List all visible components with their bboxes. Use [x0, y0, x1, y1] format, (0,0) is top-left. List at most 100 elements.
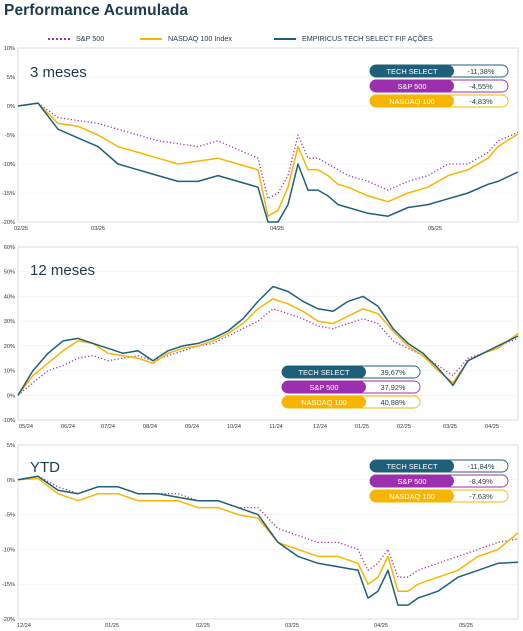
chart-panel-1: 10% 5% 0% -5% -10% -15% -20%02/25 03/25 04/25 05/…	[2, 46, 519, 232]
summary-box-badge	[370, 65, 454, 77]
y-tick-label: -20%	[2, 220, 15, 226]
y-tick-label: 10%	[4, 369, 15, 375]
series-line-nasdaq-100	[17, 102, 519, 217]
summary-label: S&P 500	[397, 82, 426, 91]
summary-value: -7,63%	[469, 492, 493, 501]
summary-value: 40,88%	[380, 398, 405, 407]
summary-box-badge	[370, 80, 454, 92]
x-tick-label: 05/25	[459, 623, 473, 629]
legend-item-tech-select: EMPIRICUS TECH SELECT FIF AÇÕES	[274, 34, 433, 43]
x-tick-label: 11/24	[269, 424, 283, 430]
x-tick-label: 04/25	[485, 424, 499, 430]
panel-label: 12 meses	[30, 262, 95, 279]
x-tick-label: 02/25	[196, 623, 210, 629]
x-tick-label: 05/25	[428, 226, 442, 232]
y-tick-label: 5%	[7, 443, 15, 449]
chart-legend: S&P 500 NASDAQ 100 Index EMPIRICUS TECH …	[48, 34, 518, 46]
summary-label: NASDAQ 100	[301, 398, 347, 407]
y-tick-label: 40%	[4, 294, 15, 300]
series-line-tech-select	[17, 285, 519, 396]
summary-box-badge	[282, 366, 366, 378]
plot-frame	[17, 444, 519, 620]
series-line-tech-select	[17, 475, 519, 606]
series-line-s-p-500	[17, 308, 519, 396]
summary-row: NASDAQ 100 -7,63%	[369, 489, 509, 503]
panel-label: YTD	[30, 459, 60, 476]
panel-label: 3 meses	[30, 64, 87, 81]
series-line-tech-select	[17, 102, 519, 223]
chart-panel-3: 5% 0% -5% -10% -15% -20%12/24 01/25 02/25 03/25 0…	[2, 443, 519, 629]
legend-label-nasdaq: NASDAQ 100 Index	[168, 34, 232, 43]
summary-label: TECH SELECT	[387, 462, 438, 471]
series-line-s-p-500	[17, 102, 519, 200]
summary-row: NASDAQ 100 40,88%	[281, 395, 421, 409]
summary-label: TECH SELECT	[299, 368, 350, 377]
summary-box-badge	[370, 95, 454, 107]
summary-row: NASDAQ 100 -4,83%	[369, 94, 509, 108]
summary-value: 39,67%	[380, 368, 405, 377]
x-tick-label: 03/25	[91, 226, 105, 232]
legend-item-nasdaq: NASDAQ 100 Index	[140, 34, 232, 43]
summary-value: -4,55%	[469, 82, 493, 91]
summary-row: TECH SELECT -11,38%	[369, 64, 509, 78]
page-title: Performance Acumulada	[4, 2, 189, 19]
x-tick-label: 12/24	[17, 623, 31, 629]
y-tick-label: 5%	[7, 75, 15, 81]
summary-label: S&P 500	[397, 477, 426, 486]
y-tick-label: 30%	[4, 319, 15, 325]
y-tick-label: 50%	[4, 270, 15, 276]
legend-swatch-nasdaq	[140, 37, 162, 40]
y-tick-label: 60%	[4, 245, 15, 251]
summary-box-badge	[282, 396, 366, 408]
x-tick-label: 04/25	[374, 623, 388, 629]
summary-row: TECH SELECT 39,67%	[281, 365, 421, 379]
legend-item-sp500: S&P 500	[48, 34, 104, 43]
y-tick-label: -15%	[2, 582, 15, 588]
x-tick-label: 12/24	[313, 424, 327, 430]
y-tick-label: -10%	[2, 418, 15, 424]
y-tick-label: 20%	[4, 344, 15, 350]
summary-value: -8,49%	[469, 477, 493, 486]
summary-row: S&P 500 -4,55%	[369, 79, 509, 93]
y-tick-label: 0%	[7, 393, 15, 399]
y-tick-label: 0%	[7, 104, 15, 110]
legend-swatch-tech-select	[274, 37, 296, 40]
summary-box-badge	[370, 475, 454, 487]
legend-swatch-sp500	[48, 37, 70, 40]
summary-label: S&P 500	[309, 383, 338, 392]
summary-row: S&P 500 -8,49%	[369, 474, 509, 488]
summary-box-badge	[370, 490, 454, 502]
series-line-nasdaq-100	[17, 298, 519, 396]
summary-label: TECH SELECT	[387, 67, 438, 76]
y-tick-label: -20%	[2, 617, 15, 623]
x-tick-label: 01/25	[105, 623, 119, 629]
x-tick-label: 02/25	[14, 226, 28, 232]
summary-row: TECH SELECT -11,84%	[369, 459, 509, 473]
summary-value: 37,92%	[380, 383, 405, 392]
x-tick-label: 04/25	[270, 226, 284, 232]
summary-value: -11,38%	[468, 67, 495, 76]
x-tick-label: 03/25	[285, 623, 299, 629]
x-tick-label: 05/24	[19, 424, 33, 430]
summary-value: -11,84%	[468, 462, 495, 471]
summary-label: NASDAQ 100	[389, 492, 435, 501]
y-tick-label: -5%	[5, 513, 15, 519]
summary-value: -4,83%	[469, 97, 493, 106]
x-tick-label: 08/24	[143, 424, 157, 430]
summary-box-badge	[370, 460, 454, 472]
series-line-nasdaq-100	[17, 477, 519, 592]
x-tick-label: 10/24	[227, 424, 241, 430]
x-tick-label: 02/25	[397, 424, 411, 430]
chart-panel-2: 60% 50% 40% 30% 20% 10% 0% -10% 05/24 06/24 07/24 0…	[2, 245, 519, 430]
y-tick-label: -10%	[2, 547, 15, 553]
summary-row: S&P 500 37,92%	[281, 380, 421, 394]
x-tick-label: 06/24	[61, 424, 75, 430]
legend-label-sp500: S&P 500	[76, 34, 105, 43]
y-tick-label: 0%	[7, 478, 15, 484]
legend-label-tech-select: EMPIRICUS TECH SELECT FIF AÇÕES	[302, 34, 433, 43]
y-tick-label: 10%	[4, 46, 15, 52]
y-tick-label: -5%	[5, 133, 15, 139]
x-tick-label: 09/24	[185, 424, 199, 430]
y-tick-label: -15%	[2, 191, 15, 197]
